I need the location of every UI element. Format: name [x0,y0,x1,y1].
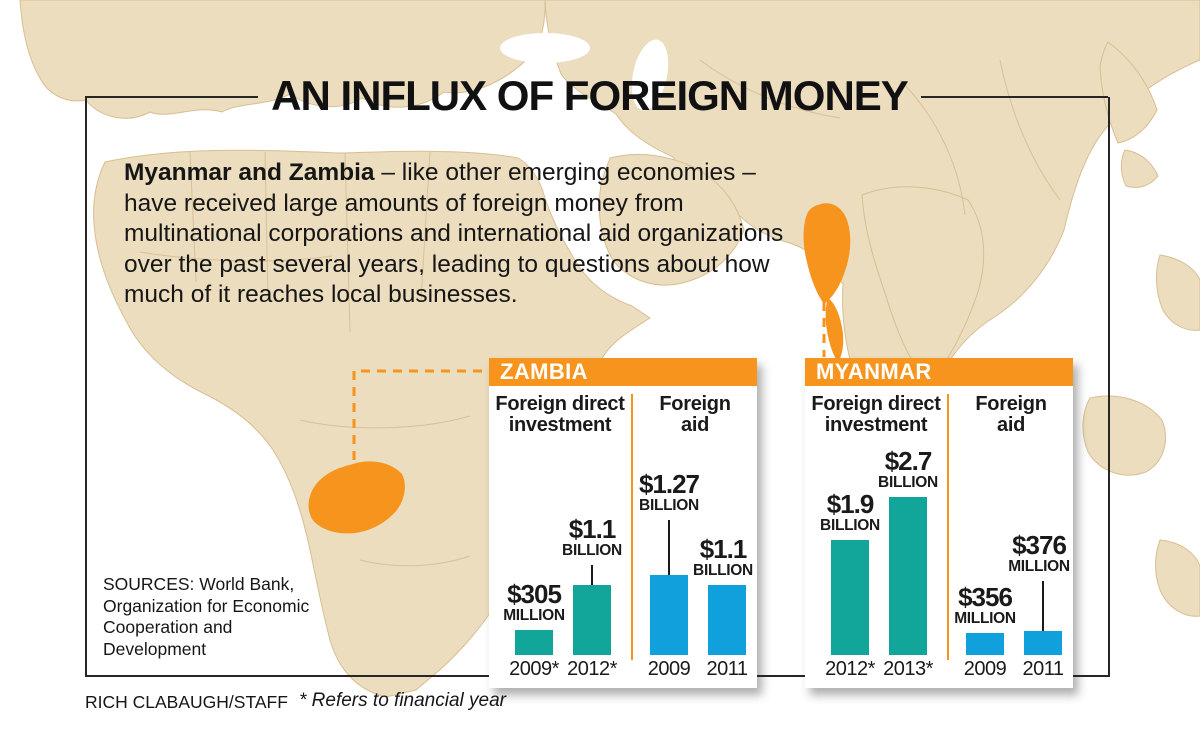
zambia-value-label: $1.27 BILLION [609,471,729,514]
value-unit: BILLION [878,474,938,491]
value-unit: MILLION [954,610,1016,627]
financial-year-footnote: * Refers to financial year [299,690,506,711]
zambia-country-shape [308,461,405,534]
myanmar-column-divider [947,394,949,660]
value-unit: MILLION [503,607,565,624]
myanmar-year-label: 2012* [825,658,875,680]
myanmar-value-label: $1.9 BILLION [790,491,910,534]
intro-paragraph: Myanmar and Zambia – like other emerging… [124,158,784,311]
zambia-column-divider [631,394,633,660]
zambia-value-label: $305 MILLION [474,581,594,624]
zambia-value-label: $1.1 BILLION [663,536,783,579]
value-amount: $1.9 [826,489,875,519]
myanmar-fdi-column-title: Foreign direct investment [811,393,941,436]
myanmar-value-label: $376 MILLION [979,532,1099,575]
asia-border-lines [699,59,1061,216]
myanmar-country-shape [803,203,851,304]
value-amount: $356 [958,582,1013,612]
japan-south-island [1120,149,1159,189]
value-unit: BILLION [820,517,880,534]
zambia-bar-2009 [515,630,553,655]
zambia-bar-2012 [573,585,611,655]
black-sea [500,33,590,63]
zambia-value-label: $1.1 BILLION [532,516,652,559]
zambia-panel: ZAMBIA Foreign direct investment Foreign aid… [489,358,757,688]
myanmar-panel-header: MYANMAR [805,358,1073,386]
zambia-panel-body: Foreign direct investment Foreign aid $305 MI… [489,386,757,688]
myanmar-bar-2012 [831,540,869,655]
myanmar-panel: MYANMAR Foreign direct investment Foreign ai… [805,358,1073,688]
intro-body-text: – like other emerging economies – have r… [124,159,784,308]
intro-lead-bold: Myanmar and Zambia [124,159,375,186]
zambia-aid-column-title: Foreign aid [659,393,731,436]
value-unit: BILLION [639,497,699,514]
zambia-connector-line [352,369,487,476]
borneo-landmass [1082,395,1166,476]
europe-landmass [19,0,546,119]
value-amount: $1.1 [568,514,617,544]
myanmar-year-label: 2013* [883,658,933,680]
value-unit: BILLION [562,542,622,559]
title-rule-left [85,96,258,98]
myanmar-label-leader-line [1042,581,1044,631]
value-unit: MILLION [1008,558,1070,575]
zambia-bar-2009 [650,575,688,655]
myanmar-bar-2011 [1024,631,1062,655]
zambia-year-label: 2012* [567,658,617,680]
zambia-year-label: 2009* [509,658,559,680]
africa-border-lines [189,151,431,333]
japan-landmass [1099,41,1158,144]
value-unit: BILLION [693,562,753,579]
title-rule-right [921,96,1108,98]
zambia-fdi-column-title: Foreign direct investment [495,393,625,436]
zambia-panel-header: ZAMBIA [489,358,757,386]
zambia-year-label: 2009 [647,658,691,680]
australasia-corner-landmass [1155,539,1200,617]
myanmar-peninsula-tail [825,298,844,362]
zambia-label-leader-line [591,565,593,585]
value-amount: $2.7 [884,446,933,476]
sources-note: SOURCES: World Bank, Organization for Ec… [103,574,310,659]
value-amount: $1.1 [699,534,748,564]
value-amount: $376 [1012,530,1067,560]
value-amount: $305 [507,579,562,609]
myanmar-year-label: 2009 [963,658,1007,680]
myanmar-bar-2009 [966,633,1004,655]
myanmar-year-label: 2011 [1022,658,1064,680]
myanmar-aid-column-title: Foreign aid [975,393,1047,436]
caspian-sea [631,39,669,111]
india-landmass [861,186,985,386]
pacific-islands-east [1156,254,1200,331]
value-amount: $1.27 [638,469,700,499]
zambia-label-leader-line [668,520,670,575]
africa-border-lines-south [139,251,471,567]
myanmar-panel-body: Foreign direct investment Foreign aid $1.9 BI… [805,386,1073,688]
page-title: AN INFLUX OF FOREIGN MONEY [271,72,909,119]
credit-line: RICH CLABAUGH/STAFF [85,692,288,712]
myanmar-bar-2013 [889,497,927,655]
arabia-landmass [598,153,745,286]
zambia-year-label: 2011 [706,658,748,680]
myanmar-value-label: $2.7 BILLION [848,448,968,491]
zambia-bar-2011 [708,585,746,655]
myanmar-value-label: $356 MILLION [925,584,1045,627]
